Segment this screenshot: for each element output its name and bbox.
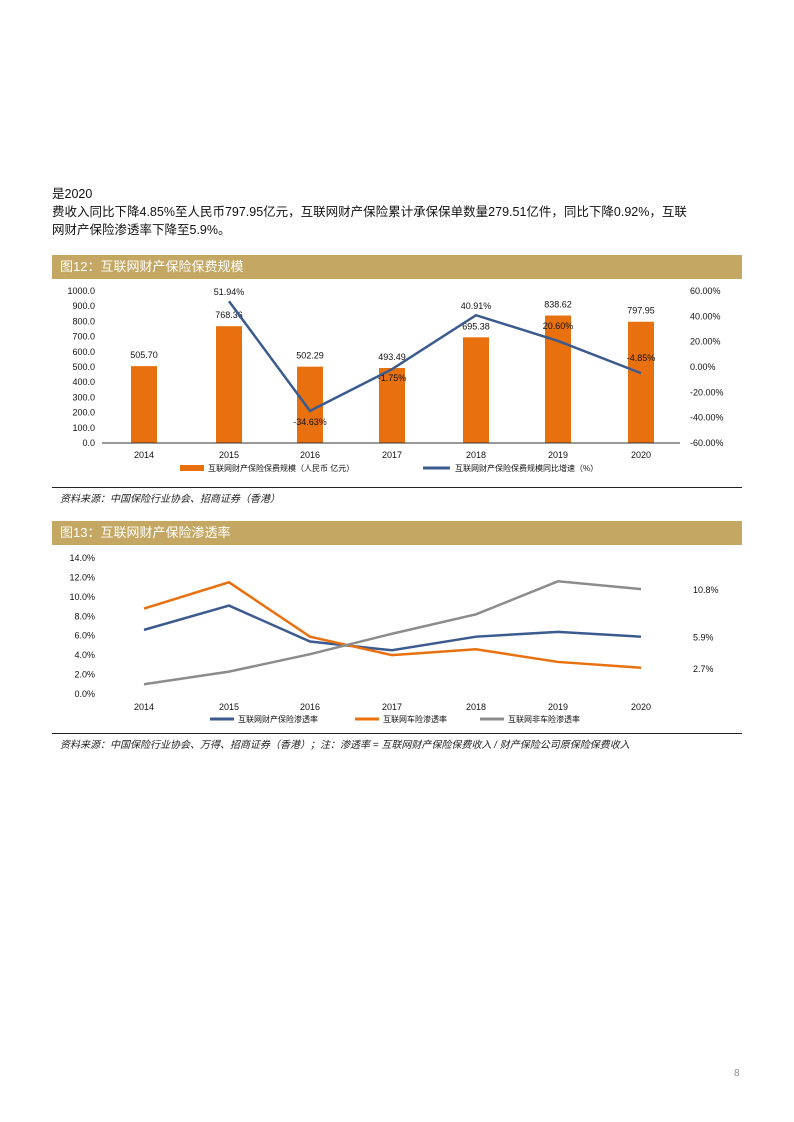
series-line <box>143 580 642 686</box>
series-end-label: 5.9% <box>693 633 714 643</box>
y-left-tick-label: 800.0 <box>72 316 95 326</box>
series-end-label: 2.7% <box>693 664 714 674</box>
x-tick-label: 2019 <box>548 450 568 460</box>
y-tick-label: 6.0% <box>74 631 95 641</box>
figure-12-source: 资料来源：中国保险行业协会、招商证券（香港） <box>60 494 280 505</box>
bar-data-label: 838.62 <box>544 300 572 310</box>
bar <box>545 315 571 443</box>
y-tick-label: 2.0% <box>74 670 95 680</box>
line-data-label: 51.94% <box>214 287 245 297</box>
x-tick-label: 2017 <box>382 450 402 460</box>
figure-13-title: 图13：互联网财产保险渗透率 <box>52 521 742 545</box>
bar <box>131 366 157 443</box>
body-text-line: 网财产保险渗透率下降至5.9%。 <box>52 223 231 237</box>
body-text-line: 是2020 <box>52 187 93 201</box>
bar-data-label: 493.49 <box>378 352 406 362</box>
y-tick-label: 10.0% <box>69 592 95 602</box>
bar-data-label: 505.70 <box>130 350 158 360</box>
y-right-tick-label: 20.00% <box>690 337 721 347</box>
page-number: 8 <box>734 1068 740 1079</box>
legend-label: 互联网财产保险渗透率 <box>238 714 318 724</box>
bar-data-label: 768.36 <box>215 310 243 320</box>
legend-swatch-bar <box>180 465 204 471</box>
y-tick-label: 14.0% <box>69 553 95 563</box>
x-tick-label: 2019 <box>548 702 568 712</box>
figure-12-title: 图12：互联网财产保险保费规模 <box>52 255 742 279</box>
x-tick-label: 2014 <box>134 450 154 460</box>
series-line <box>143 604 642 652</box>
y-left-tick-label: 1000.0 <box>67 286 95 296</box>
x-tick-label: 2016 <box>300 450 320 460</box>
x-tick-label: 2015 <box>219 450 239 460</box>
y-right-tick-label: 60.00% <box>690 286 721 296</box>
line-data-label: 40.91% <box>461 301 492 311</box>
body-text-line: 费收入同比下降4.85%至人民币797.95亿元，互联网财产保险累计承保保单数量… <box>52 205 687 219</box>
x-tick-label: 2014 <box>134 702 154 712</box>
line-data-label: -1.75% <box>378 373 407 383</box>
y-tick-label: 8.0% <box>74 611 95 621</box>
bar <box>379 367 405 443</box>
y-left-tick-label: 400.0 <box>72 377 95 387</box>
bar <box>463 337 489 443</box>
x-tick-label: 2017 <box>382 702 402 712</box>
legend-label: 互联网财产保险保费规模同比增速（%） <box>455 463 598 473</box>
growth-line <box>227 300 642 413</box>
y-right-tick-label: -20.00% <box>690 387 724 397</box>
x-tick-label: 2018 <box>466 450 486 460</box>
y-left-tick-label: 200.0 <box>72 408 95 418</box>
line-data-label: 20.60% <box>543 321 574 331</box>
divider <box>52 733 742 734</box>
y-left-tick-label: 700.0 <box>72 332 95 342</box>
x-tick-label: 2015 <box>219 702 239 712</box>
y-right-tick-label: 0.00% <box>690 362 716 372</box>
y-tick-label: 4.0% <box>74 650 95 660</box>
bar <box>297 366 323 443</box>
penetration-chart: 0.0% 2.0% 4.0% 6.0% 8.0% 10.0% 12.0% 14.0% 2014 2… <box>69 553 719 724</box>
y-left-tick-label: 100.0 <box>72 423 95 433</box>
x-tick-label: 2020 <box>631 702 651 712</box>
divider <box>52 487 742 488</box>
figure-13-source: 资料来源：中国保险行业协会、万得、招商证券（香港）；注：渗透率 = 互联网财产保… <box>60 740 630 751</box>
y-left-tick-label: 600.0 <box>72 347 95 357</box>
bar <box>628 321 654 443</box>
series-end-label: 10.8% <box>693 585 719 595</box>
line-data-label: -34.63% <box>293 417 327 427</box>
y-left-tick-label: 900.0 <box>72 301 95 311</box>
bar <box>216 326 242 443</box>
y-left-tick-label: 500.0 <box>72 362 95 372</box>
bar-data-label: 502.29 <box>296 351 324 361</box>
x-tick-label: 2016 <box>300 702 320 712</box>
y-left-tick-label: 300.0 <box>72 392 95 402</box>
y-tick-label: 0.0% <box>74 689 95 699</box>
legend-label: 互联网非车险渗透率 <box>508 714 580 724</box>
legend-label: 互联网车险渗透率 <box>383 714 447 724</box>
line-data-label: -4.85% <box>627 353 656 363</box>
y-right-tick-label: -40.00% <box>690 413 724 423</box>
x-tick-label: 2018 <box>466 702 486 712</box>
legend-label: 互联网财产保险保费规模（人民币 亿元） <box>208 463 354 473</box>
x-tick-label: 2020 <box>631 450 651 460</box>
premium-chart: 0.0 100.0 200.0 300.0 400.0 500.0 600.0 700.0 80… <box>67 286 724 473</box>
bar-data-label: 695.38 <box>462 321 490 331</box>
y-right-tick-label: 40.00% <box>690 311 721 321</box>
series-line <box>143 580 642 670</box>
bar-data-label: 797.95 <box>627 306 655 316</box>
y-tick-label: 12.0% <box>69 572 95 582</box>
y-left-tick-label: 0.0 <box>82 438 95 448</box>
y-right-tick-label: -60.00% <box>690 438 724 448</box>
